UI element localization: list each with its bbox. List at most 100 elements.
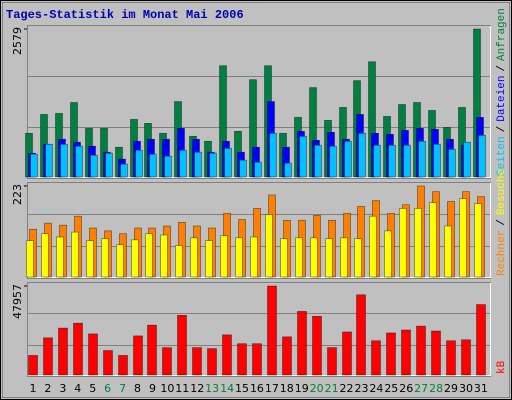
bar [459, 198, 467, 278]
bar [416, 325, 426, 376]
x-tick-label: 4 [74, 382, 81, 395]
bar [446, 340, 456, 376]
legend: kB [496, 360, 508, 374]
bar [71, 231, 79, 278]
bar [252, 343, 262, 376]
bar [414, 208, 422, 278]
bar [120, 163, 128, 178]
x-tick-label: 22 [340, 382, 354, 395]
bar [222, 334, 232, 376]
bar [342, 331, 352, 376]
legend-entry: kB [496, 360, 508, 374]
legend-entry: Anfragen [496, 8, 508, 61]
y-tick-label: 2579 [11, 27, 24, 55]
bar [297, 311, 307, 376]
legend-entry: Besuche [496, 169, 508, 215]
bar [371, 340, 381, 376]
bar [205, 240, 213, 278]
x-tick-label: 31 [474, 382, 488, 395]
x-tick-label: 5 [89, 382, 96, 395]
bar [116, 244, 124, 278]
bar [179, 149, 187, 178]
x-tick-label: 9 [149, 382, 156, 395]
bar [75, 145, 83, 178]
bar [135, 149, 143, 178]
y-tick-label: 47957 [11, 284, 24, 319]
bar [312, 316, 322, 376]
x-tick-label: 17 [265, 382, 279, 395]
x-tick-label: 28 [429, 382, 443, 395]
bar [86, 240, 94, 278]
bar [147, 324, 157, 376]
bar [476, 304, 486, 376]
bar [254, 161, 262, 178]
bar [145, 233, 153, 278]
bar [280, 238, 288, 278]
x-tick-label: 21 [325, 382, 339, 395]
legend-entry: Rechner [496, 230, 508, 276]
chart-title: Tages-Statistik im Monat Mai 2006 [6, 8, 244, 22]
bar [386, 332, 396, 376]
x-tick-label: 15 [235, 382, 249, 395]
bar [373, 144, 381, 178]
x-tick-label: 14 [220, 382, 234, 395]
bar [369, 215, 377, 278]
x-tick-label: 3 [59, 382, 66, 395]
bar [431, 330, 441, 376]
y-tick-label: 223 [11, 184, 24, 205]
legend-separator: / [496, 219, 508, 226]
bar [28, 355, 38, 376]
bar [399, 208, 407, 278]
bar [192, 347, 202, 376]
bar [401, 329, 411, 376]
bar [299, 135, 307, 178]
bar [26, 240, 34, 278]
bar [235, 237, 243, 278]
bar [418, 140, 426, 178]
bar [433, 143, 441, 178]
bar [88, 333, 98, 376]
bar [90, 154, 98, 178]
x-tick-label: 27 [414, 382, 428, 395]
bar [101, 238, 109, 278]
bar [356, 294, 366, 376]
x-tick-label: 10 [160, 382, 174, 395]
bar [190, 237, 198, 278]
x-tick-label: 30 [459, 382, 473, 395]
bar [207, 348, 217, 376]
bar [45, 143, 53, 178]
bar [41, 233, 49, 278]
bar [429, 202, 437, 278]
bar [388, 144, 396, 178]
bar [209, 152, 217, 178]
x-tick-label: 6 [104, 382, 111, 395]
bar [325, 238, 333, 278]
legend-entry: Seiten [496, 136, 508, 176]
bar [164, 155, 172, 178]
bar [239, 159, 247, 178]
bar [60, 143, 68, 178]
bar [56, 236, 64, 278]
bar [220, 235, 228, 278]
bar [237, 343, 247, 376]
bar [310, 237, 318, 278]
bar [358, 132, 366, 178]
bar [340, 237, 348, 278]
bar [314, 144, 322, 178]
bar [384, 230, 392, 278]
x-tick-label: 24 [369, 382, 383, 395]
bar [73, 322, 83, 376]
x-tick-label: 8 [134, 382, 141, 395]
bar [474, 203, 482, 278]
bar [30, 153, 38, 178]
bar [329, 145, 337, 178]
x-tick-label: 7 [119, 382, 126, 395]
x-tick-label: 1 [30, 382, 37, 395]
bar [162, 347, 172, 376]
x-tick-label: 13 [205, 382, 219, 395]
x-tick-label: 18 [280, 382, 294, 395]
bar [177, 315, 187, 376]
x-tick-label: 23 [354, 382, 368, 395]
legend: Rechner / Besuche [496, 169, 508, 276]
